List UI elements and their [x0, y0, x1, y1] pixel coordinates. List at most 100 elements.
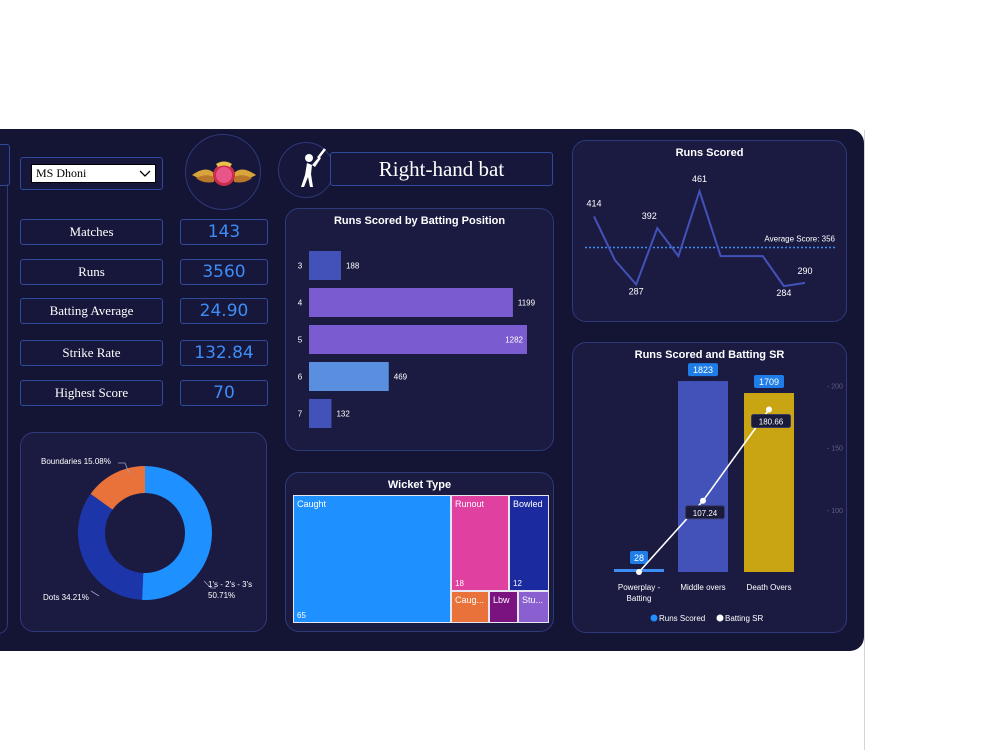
wicket-type-title: Wicket Type	[387, 479, 452, 491]
player-select-inner[interactable]: MS Dhoni	[31, 164, 156, 183]
batting-style-box: Right-hand bat	[330, 152, 553, 186]
left-clipped-slicer[interactable]	[0, 144, 10, 186]
combo-secondary-tick-200: - 200	[827, 383, 843, 390]
donut-slice-2	[90, 466, 145, 510]
batting-position-tick-5: 5	[298, 336, 303, 345]
combo-bar-label-bg-0	[630, 551, 648, 564]
runs-scored-line	[593, 187, 806, 288]
batting-position-chart: 3 188 4 1199 5 1282 6 469 7 132	[298, 251, 536, 428]
treemap-cell-1: Runout 18	[451, 495, 509, 591]
treemap-cell-5: Stu...	[518, 591, 549, 623]
runs-scored-point-label: 392	[642, 211, 657, 221]
treemap-cell-3: Caug...	[451, 591, 489, 623]
wicket-type-treemap: Caught 65 Runout 18 Bowled 12 Caug... Lbw Stu...	[293, 495, 549, 623]
batting-position-tick-6: 6	[298, 373, 303, 382]
batting-position-bar-3	[309, 251, 341, 280]
dashboard: MS Dhoni Right-hand bat Matches 143 Runs…	[0, 129, 864, 651]
combo-secondary-tick-100: - 100	[827, 508, 843, 515]
legend-batting-sr-marker	[716, 614, 724, 622]
runs-scored-point-label: 284	[776, 288, 791, 298]
batting-position-bar-6	[309, 362, 389, 391]
combo-bar-label-1: 1823	[693, 365, 713, 375]
player-selector[interactable]: MS Dhoni	[20, 157, 163, 190]
treemap-cell-label: Lbw	[493, 595, 510, 605]
metric-value-strike-rate: 132.84	[180, 340, 268, 366]
runs-scored-point-label: 287	[629, 287, 644, 297]
combo-category-1: Middle overs	[680, 583, 725, 592]
combo-category-2: Death Overs	[747, 583, 792, 592]
runs-and-sr-chart: - 200 - 150 - 100 28 1823 1709 107.24 180.66 Pow…	[614, 363, 843, 623]
team-logo	[185, 134, 261, 210]
wicket-type-panel: Wicket Type Caught 65 Runout 18 Bowled 12 Caug…	[285, 472, 554, 632]
treemap-cell-4: Lbw	[489, 591, 518, 623]
donut-slice-1	[78, 493, 144, 600]
batsman-icon	[301, 148, 326, 187]
batting-position-value-6: 469	[394, 373, 408, 382]
batting-position-value-4: 1199	[518, 299, 536, 308]
donut-leader-0	[203, 580, 216, 589]
legend-batting-sr: Batting SR	[725, 614, 763, 623]
donut-label-0-name: 1's - 2's - 3's	[208, 580, 252, 589]
canvas-edge	[864, 130, 865, 750]
runs-and-sr-title: Runs Scored and Batting SR	[634, 349, 785, 361]
batting-sr-point-0	[636, 569, 642, 575]
runs-scored-chart: Average Score: 356 414 287 392 461 284 290	[585, 174, 836, 298]
batting-position-tick-7: 7	[298, 410, 303, 419]
metric-value-runs: 3560	[180, 259, 268, 285]
combo-bar-label-2: 1709	[759, 377, 779, 387]
treemap-cell-2: Bowled 12	[509, 495, 549, 591]
batting-sr-point-1	[700, 497, 706, 504]
treemap-cell-0: Caught 65	[293, 495, 451, 623]
treemap-cell-label: Caught	[297, 499, 327, 509]
treemap-cell-label: Stu...	[522, 595, 544, 605]
batting-position-value-3: 188	[346, 262, 360, 271]
batting-sr-label-bg-1	[685, 505, 725, 520]
metric-label-runs: Runs	[20, 259, 163, 285]
batting-sr-label-bg-2	[751, 413, 791, 428]
donut-label-0-value: 50.71%	[208, 591, 235, 600]
donut-label-1: Dots 34.21%	[43, 593, 89, 602]
metric-label-strike-rate: Strike Rate	[20, 340, 163, 366]
donut-label-2: Boundaries 15.08%	[41, 457, 111, 466]
runs-and-sr-panel: Runs Scored and Batting SR - 200 - 150 - 1…	[572, 342, 847, 633]
batting-position-panel: Runs Scored by Batting Position 3 188 4 119…	[285, 208, 554, 451]
batting-position-tick-4: 4	[298, 299, 303, 308]
combo-bar-label-0: 28	[634, 553, 644, 563]
batting-position-bar-4	[309, 288, 513, 317]
treemap-cell-label: Runout	[455, 499, 485, 509]
treemap-cell-value: 12	[513, 579, 522, 588]
batting-sr-point-2	[766, 406, 772, 413]
combo-bar-label-bg-1	[688, 363, 718, 377]
legend-runs-scored: Runs Scored	[659, 614, 705, 623]
runs-scored-point-label: 461	[692, 174, 707, 184]
treemap-cell-value: 65	[297, 611, 306, 620]
run-distribution-panel: 1's - 2's - 3's 50.71% Dots 34.21% Boundari…	[20, 432, 267, 632]
runs-scored-point-label: 290	[797, 266, 812, 276]
metric-value-batting-average: 24.90	[180, 298, 268, 324]
batting-position-title: Runs Scored by Batting Position	[333, 215, 506, 227]
left-clipped-panel	[0, 184, 8, 634]
batting-position-tick-3: 3	[298, 262, 303, 271]
metric-value-matches: 143	[180, 219, 268, 245]
average-score-label: Average Score: 356	[764, 235, 835, 244]
treemap-cell-label: Caug...	[455, 595, 485, 605]
batsman-badge	[278, 142, 334, 198]
donut-leader-1	[90, 590, 100, 597]
player-select-value: MS Dhoni	[36, 166, 87, 180]
team-logo-icon	[192, 161, 256, 186]
batting-sr-label-1: 107.24	[693, 509, 718, 518]
combo-category-0-line1: Powerplay -	[618, 583, 661, 592]
treemap-cell-label: Bowled	[513, 499, 543, 509]
combo-bar-label-bg-2	[754, 375, 784, 389]
combo-category-0-line2: Batting	[627, 594, 652, 603]
metric-value-highest-score: 70	[180, 380, 268, 406]
metric-label-highest-score: Highest Score	[20, 380, 163, 406]
metric-label-matches: Matches	[20, 219, 163, 245]
legend-runs-scored-marker	[650, 614, 658, 622]
donut-slice-0	[142, 466, 212, 600]
batting-position-value-7: 132	[336, 410, 350, 419]
runs-scored-title: Runs Scored	[675, 147, 744, 159]
run-distribution-chart: 1's - 2's - 3's 50.71% Dots 34.21% Boundari…	[41, 457, 252, 602]
runs-scored-point-label: 414	[586, 198, 601, 208]
dropdown-chevron-icon	[139, 170, 151, 177]
